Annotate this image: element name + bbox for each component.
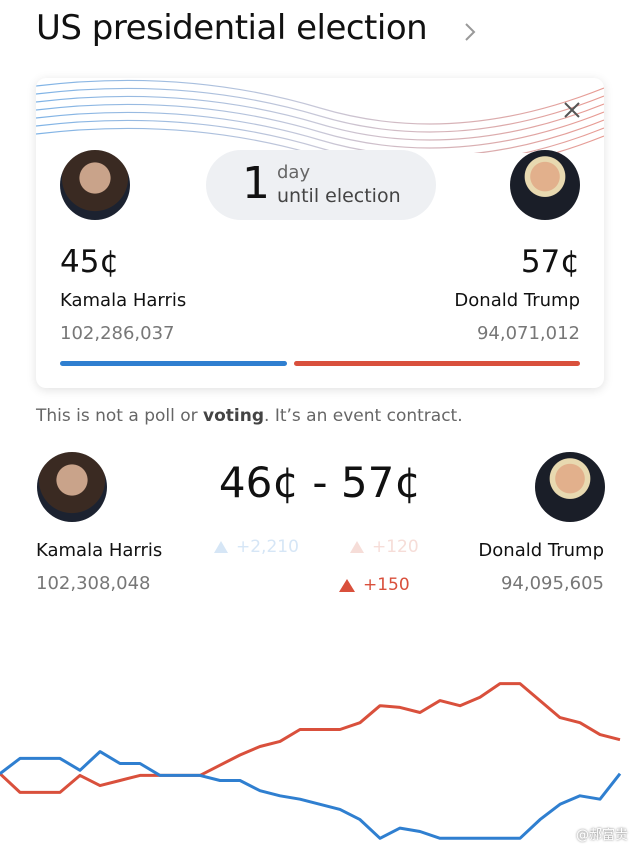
disclaimer: This is not a poll or voting. It’s an ev… [36,406,463,426]
trump-bar [294,361,580,366]
harris-bar [60,361,287,366]
election-card: 1 day until election 45¢ 57¢ Kamala Harr… [36,78,604,388]
countdown-unit: day [277,162,311,183]
price-line [0,682,621,794]
countdown-pill [206,150,436,220]
close-button[interactable] [563,101,581,119]
trump-name: Donald Trump [454,290,580,311]
countdown-text: until election [277,185,401,207]
trump-avatar [535,452,605,522]
change-text: +120 [372,537,419,557]
countdown-number: 1 [242,158,270,209]
market-prices: 46¢ - 57¢ [218,458,422,507]
disclaimer-bold[interactable]: voting [203,406,265,426]
harris-volume: 102,308,048 [36,573,151,594]
harris-name: Kamala Harris [36,540,163,561]
trump-avatar [510,150,580,220]
disclaimer-text: . It’s an event contract. [264,406,463,426]
disclaimer-text: This is not a poll or [36,406,204,426]
trump-change: +150 [339,575,410,595]
page-title: US presidential election [36,8,428,48]
watermark: @郝富贵 [575,828,628,843]
harris-avatar [37,452,107,522]
trump-volume: 94,095,605 [500,573,604,594]
change-text: +150 [363,575,410,595]
change-text: +2,210 [236,537,299,557]
harris-volume: 102,286,037 [60,323,175,344]
trump-price: 57¢ [520,244,580,280]
harris-avatar [60,150,130,220]
chevron[interactable] [462,20,478,44]
price-chart [0,682,622,840]
harris-name: Kamala Harris [60,290,187,311]
trump-name: Donald Trump [478,540,604,561]
harris-price: 45¢ [60,244,120,280]
price-line [0,750,622,840]
harris-change: +2,210 [214,537,299,557]
trump-volume: 94,071,012 [476,323,580,344]
trump-change-faded: +120 [350,537,419,557]
wave-decoration [36,79,604,153]
